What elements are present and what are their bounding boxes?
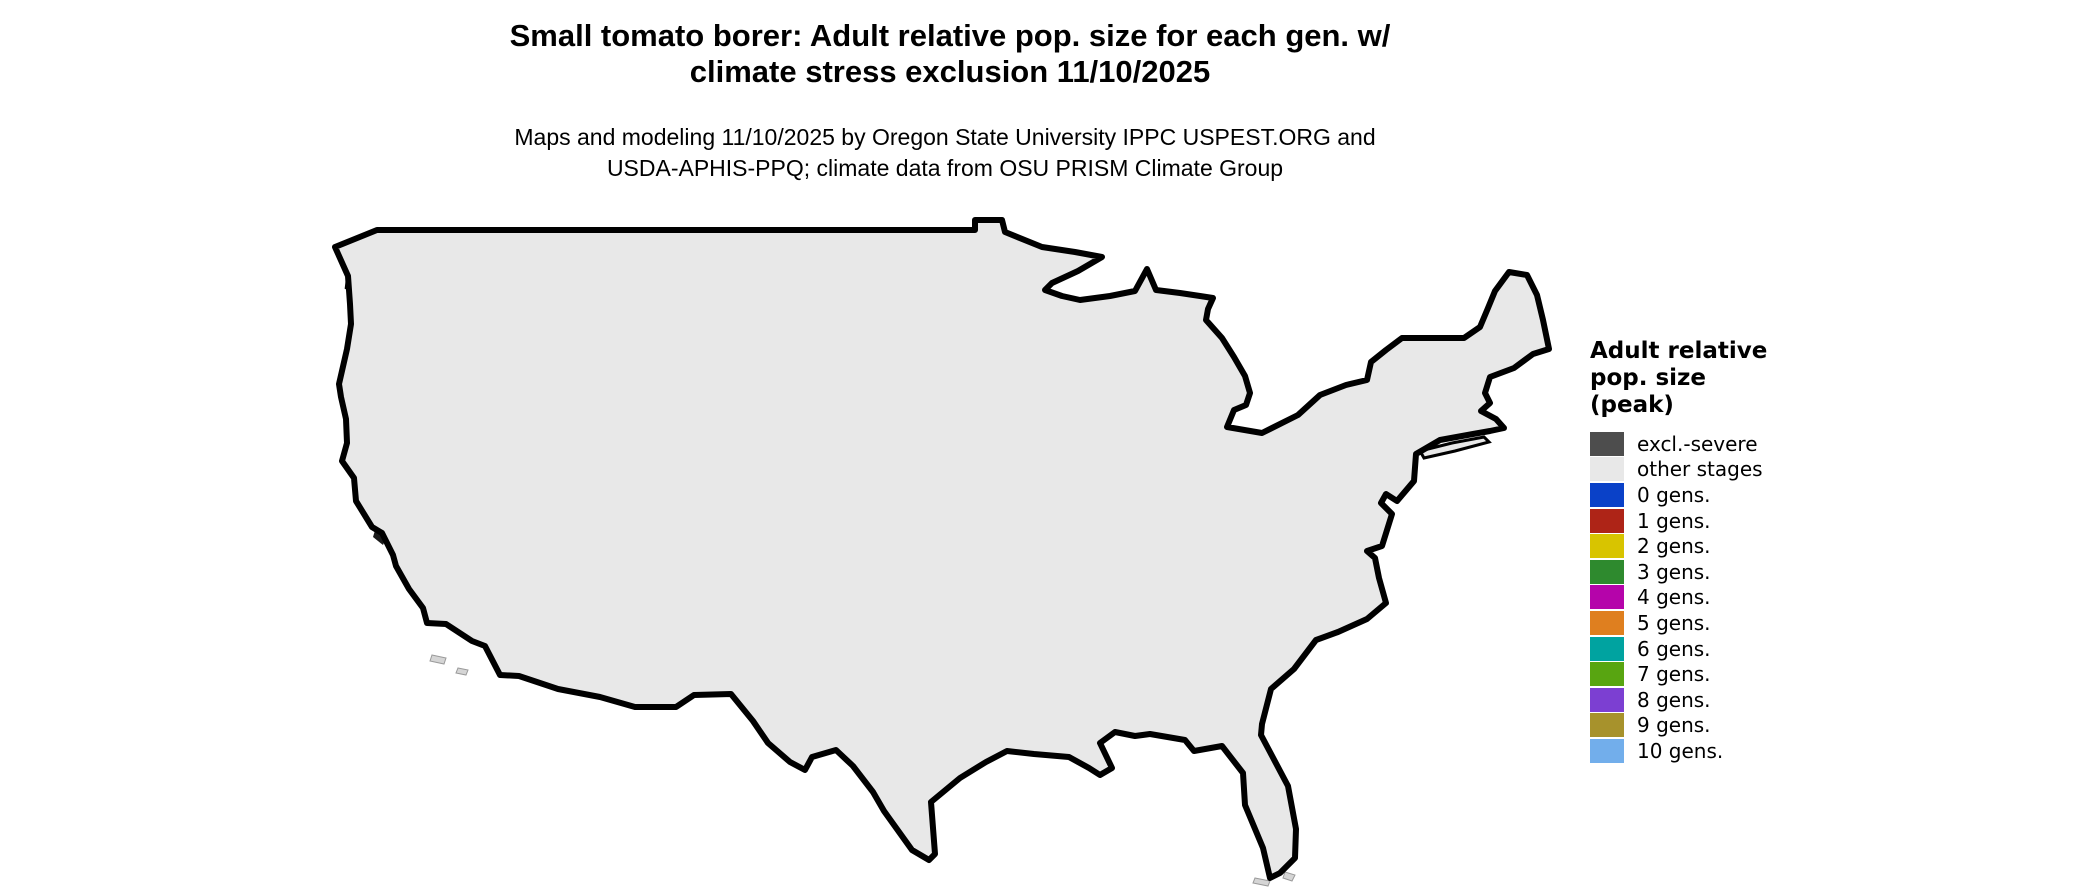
legend-swatch bbox=[1590, 636, 1624, 661]
legend-item-label: 9 gens. bbox=[1637, 713, 1711, 738]
florida-keys bbox=[1252, 871, 1296, 887]
legend-title-line1: Adult relative bbox=[1590, 338, 1768, 364]
legend: Adult relative pop. size (peak) excl.-se… bbox=[1590, 338, 1880, 764]
legend-item: 7 gens. bbox=[1590, 661, 1880, 687]
legend-item: 9 gens. bbox=[1590, 713, 1880, 739]
legend-swatch bbox=[1590, 534, 1624, 559]
legend-swatch bbox=[1590, 713, 1624, 738]
legend-swatch bbox=[1590, 508, 1624, 533]
map-subtitle-line1: Maps and modeling 11/10/2025 by Oregon S… bbox=[514, 124, 1376, 150]
legend-item-label: other stages bbox=[1637, 457, 1763, 482]
legend-item-label: 2 gens. bbox=[1637, 534, 1711, 559]
legend-swatch bbox=[1590, 610, 1624, 635]
legend-item: 5 gens. bbox=[1590, 610, 1880, 636]
legend-swatch bbox=[1590, 738, 1624, 763]
legend-item: 1 gens. bbox=[1590, 508, 1880, 534]
legend-swatch bbox=[1590, 559, 1624, 584]
legend-item-label: excl.-severe bbox=[1637, 431, 1758, 456]
offshore-islands bbox=[429, 654, 1296, 887]
legend-item: excl.-severe bbox=[1590, 431, 1880, 457]
us-coastline bbox=[335, 220, 1549, 878]
legend-swatch bbox=[1590, 662, 1624, 687]
channel-islands bbox=[429, 654, 469, 676]
legend-item-label: 0 gens. bbox=[1637, 482, 1711, 507]
legend-item-label: 4 gens. bbox=[1637, 585, 1711, 610]
legend-item: 0 gens. bbox=[1590, 482, 1880, 508]
legend-swatch bbox=[1590, 585, 1624, 610]
legend-title-line2: pop. size bbox=[1590, 365, 1707, 391]
long-island bbox=[1417, 435, 1492, 460]
legend-item-label: 6 gens. bbox=[1637, 636, 1711, 661]
map-title-line1: Small tomato borer: Adult relative pop. … bbox=[509, 18, 1391, 53]
legend-item: 6 gens. bbox=[1590, 636, 1880, 662]
region-7-gens bbox=[884, 788, 1288, 856]
map-title: Small tomato borer: Adult relative pop. … bbox=[350, 18, 1550, 90]
legend-items: excl.-severe other stages 0 gens. 1 gens. 2 … bbox=[1590, 431, 1880, 764]
legend-item: 8 gens. bbox=[1590, 687, 1880, 713]
legend-swatch bbox=[1590, 687, 1624, 712]
legend-item: other stages bbox=[1590, 457, 1880, 483]
legend-item-label: 7 gens. bbox=[1637, 662, 1711, 687]
legend-item: 2 gens. bbox=[1590, 533, 1880, 559]
legend-item-label: 1 gens. bbox=[1637, 508, 1711, 533]
legend-swatch bbox=[1590, 482, 1624, 507]
legend-item: 10 gens. bbox=[1590, 738, 1880, 764]
map-subtitle-line2: USDA-APHIS-PPQ; climate data from OSU PR… bbox=[606, 155, 1284, 181]
legend-swatch bbox=[1590, 431, 1624, 456]
legend-item: 4 gens. bbox=[1590, 585, 1880, 611]
legend-item-label: 10 gens. bbox=[1637, 738, 1724, 763]
legend-swatch bbox=[1590, 457, 1624, 482]
map-subtitle: Maps and modeling 11/10/2025 by Oregon S… bbox=[345, 122, 1545, 184]
legend-item-label: 3 gens. bbox=[1637, 559, 1711, 584]
legend-item-label: 5 gens. bbox=[1637, 610, 1711, 635]
legend-item: 3 gens. bbox=[1590, 559, 1880, 585]
legend-title: Adult relative pop. size (peak) bbox=[1590, 338, 1880, 419]
map-title-line2: climate stress exclusion 11/10/2025 bbox=[689, 54, 1211, 89]
legend-title-line3: (peak) bbox=[1590, 392, 1674, 418]
legend-item-label: 8 gens. bbox=[1637, 687, 1711, 712]
